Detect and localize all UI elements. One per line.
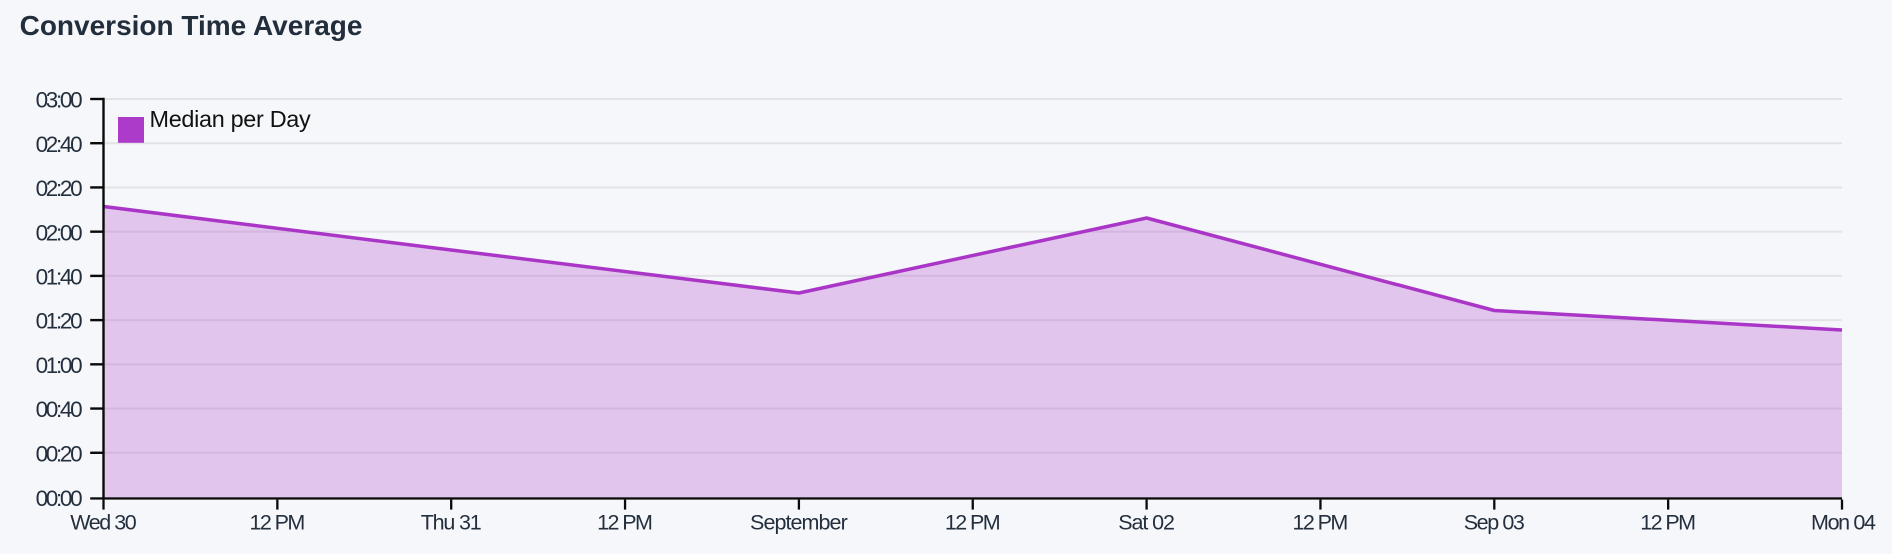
svg-text:12 PM: 12 PM — [597, 511, 653, 535]
svg-text:12 PM: 12 PM — [1640, 511, 1696, 535]
svg-text:Median per Day: Median per Day — [150, 106, 311, 132]
svg-text:03:00: 03:00 — [36, 88, 83, 113]
svg-text:02:00: 02:00 — [36, 220, 83, 245]
svg-text:Wed 30: Wed 30 — [70, 511, 136, 535]
svg-text:12 PM: 12 PM — [249, 511, 305, 535]
svg-text:00:40: 00:40 — [36, 397, 83, 422]
svg-text:02:20: 02:20 — [36, 176, 83, 201]
svg-text:01:40: 01:40 — [36, 265, 83, 290]
svg-text:02:40: 02:40 — [36, 132, 83, 157]
svg-text:Mon 04: Mon 04 — [1811, 511, 1876, 535]
svg-text:September: September — [750, 511, 848, 535]
svg-text:00:00: 00:00 — [36, 486, 83, 511]
svg-text:01:00: 01:00 — [36, 353, 83, 378]
svg-text:Thu 31: Thu 31 — [421, 511, 482, 535]
svg-text:12 PM: 12 PM — [945, 511, 1001, 535]
svg-text:12 PM: 12 PM — [1293, 511, 1349, 535]
svg-text:Sep 03: Sep 03 — [1464, 511, 1525, 535]
svg-text:Sat 02: Sat 02 — [1118, 511, 1175, 535]
svg-text:00:20: 00:20 — [36, 441, 83, 466]
svg-text:01:20: 01:20 — [36, 309, 83, 334]
svg-text:Conversion Time Average: Conversion Time Average — [20, 10, 363, 41]
